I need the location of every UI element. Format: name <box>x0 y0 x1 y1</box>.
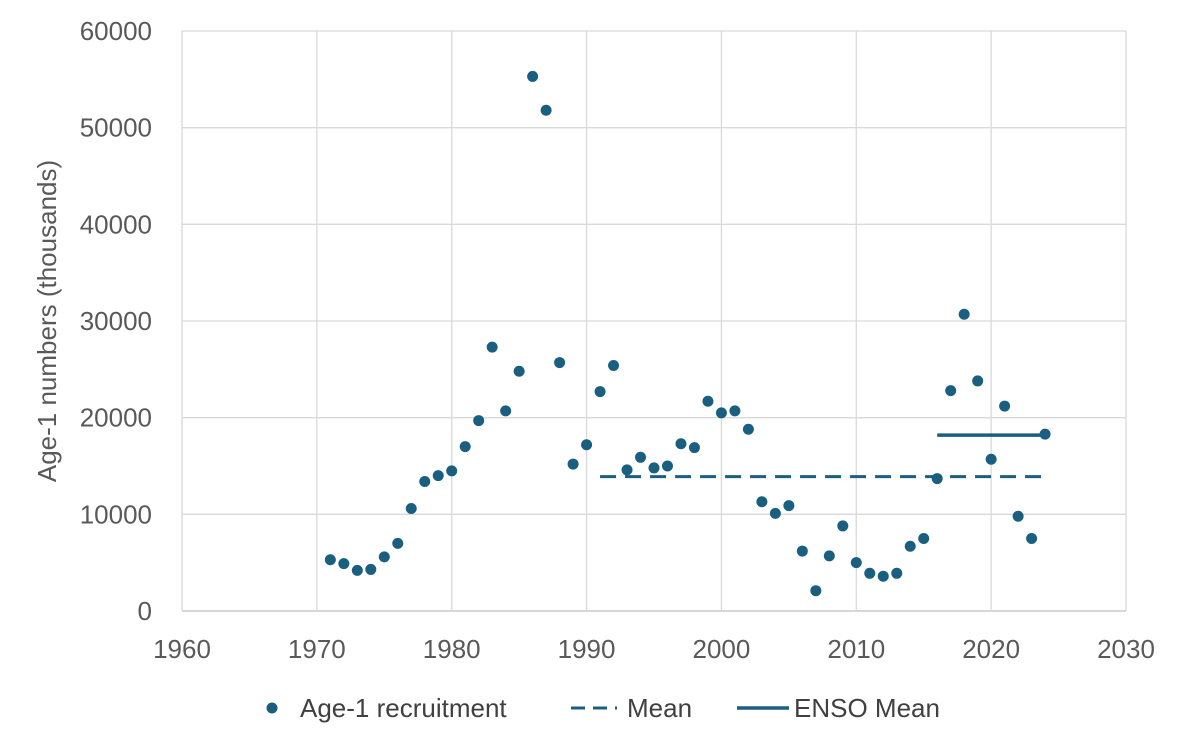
data-point <box>554 357 566 369</box>
data-point <box>796 545 808 557</box>
data-point <box>513 365 525 377</box>
y-tick-label: 60000 <box>80 16 152 46</box>
data-point <box>432 470 444 482</box>
data-point <box>675 438 687 450</box>
data-point <box>446 465 458 477</box>
data-point <box>486 341 498 353</box>
data-point <box>877 570 889 582</box>
x-tick-label: 2010 <box>827 634 885 664</box>
data-point <box>918 533 930 544</box>
data-point <box>729 405 741 417</box>
legend-label-mean: Mean <box>627 693 692 723</box>
x-tick-label: 1990 <box>558 634 616 664</box>
y-tick-label: 40000 <box>80 209 152 239</box>
data-point <box>823 550 835 562</box>
data-point <box>459 441 471 453</box>
data-point <box>324 554 336 566</box>
data-point <box>378 551 390 563</box>
data-point <box>392 537 404 549</box>
data-point <box>473 415 485 427</box>
x-tick-label: 2000 <box>693 634 751 664</box>
x-tick-label: 2020 <box>962 634 1020 664</box>
legend-marker-age1-recruitment <box>266 702 278 714</box>
data-point <box>405 503 417 515</box>
data-point <box>756 496 768 508</box>
legend-label-age1-recruitment: Age-1 recruitment <box>300 693 507 723</box>
x-tick-label: 1980 <box>423 634 481 664</box>
data-point <box>500 405 512 417</box>
data-point <box>527 70 539 82</box>
y-axis-title: Age-1 numbers (thousands) <box>32 160 62 482</box>
data-point <box>985 453 997 465</box>
data-point <box>648 462 660 474</box>
data-point <box>365 563 377 575</box>
data-point <box>931 473 943 485</box>
y-tick-label: 0 <box>138 596 152 626</box>
data-point <box>972 375 984 387</box>
data-point <box>419 475 431 487</box>
data-point <box>567 458 579 470</box>
data-point <box>810 585 822 597</box>
data-point <box>338 558 350 570</box>
data-point <box>850 557 862 569</box>
data-point <box>958 308 970 320</box>
data-point <box>904 540 916 552</box>
y-tick-label: 30000 <box>80 306 152 336</box>
x-tick-label: 1960 <box>153 634 211 664</box>
data-point <box>608 359 620 371</box>
data-point <box>621 464 633 476</box>
data-point <box>688 442 700 454</box>
data-point <box>742 423 754 435</box>
data-point <box>702 395 714 407</box>
data-point <box>783 500 795 512</box>
legend: Age-1 recruitment Mean ENSO Mean <box>266 693 940 723</box>
data-point <box>769 507 781 519</box>
series-lines <box>600 433 1046 479</box>
data-point <box>864 567 876 579</box>
x-tick-label: 2030 <box>1097 634 1155 664</box>
data-point <box>351 564 363 576</box>
y-axis-tick-labels: 0 10000 20000 30000 40000 50000 60000 <box>80 16 152 626</box>
x-axis-tick-labels: 1960 1970 1980 1990 2000 2010 2020 2030 <box>153 634 1155 664</box>
data-point <box>837 520 849 532</box>
data-point <box>715 407 727 419</box>
data-point <box>581 439 593 451</box>
legend-label-enso-mean: ENSO Mean <box>794 693 940 723</box>
y-tick-label: 20000 <box>80 403 152 433</box>
data-point <box>661 460 673 472</box>
data-point <box>999 400 1011 412</box>
series-points <box>324 70 1051 597</box>
data-point <box>945 385 957 397</box>
data-point <box>1026 533 1038 544</box>
data-point <box>1012 510 1024 522</box>
data-point <box>1039 428 1051 440</box>
y-tick-label: 10000 <box>80 499 152 529</box>
x-tick-label: 1970 <box>288 634 346 664</box>
y-tick-label: 50000 <box>80 113 152 143</box>
data-point <box>540 104 552 116</box>
gridlines <box>181 30 1127 612</box>
data-point <box>635 451 647 463</box>
data-point <box>594 386 606 398</box>
data-point <box>891 567 903 579</box>
